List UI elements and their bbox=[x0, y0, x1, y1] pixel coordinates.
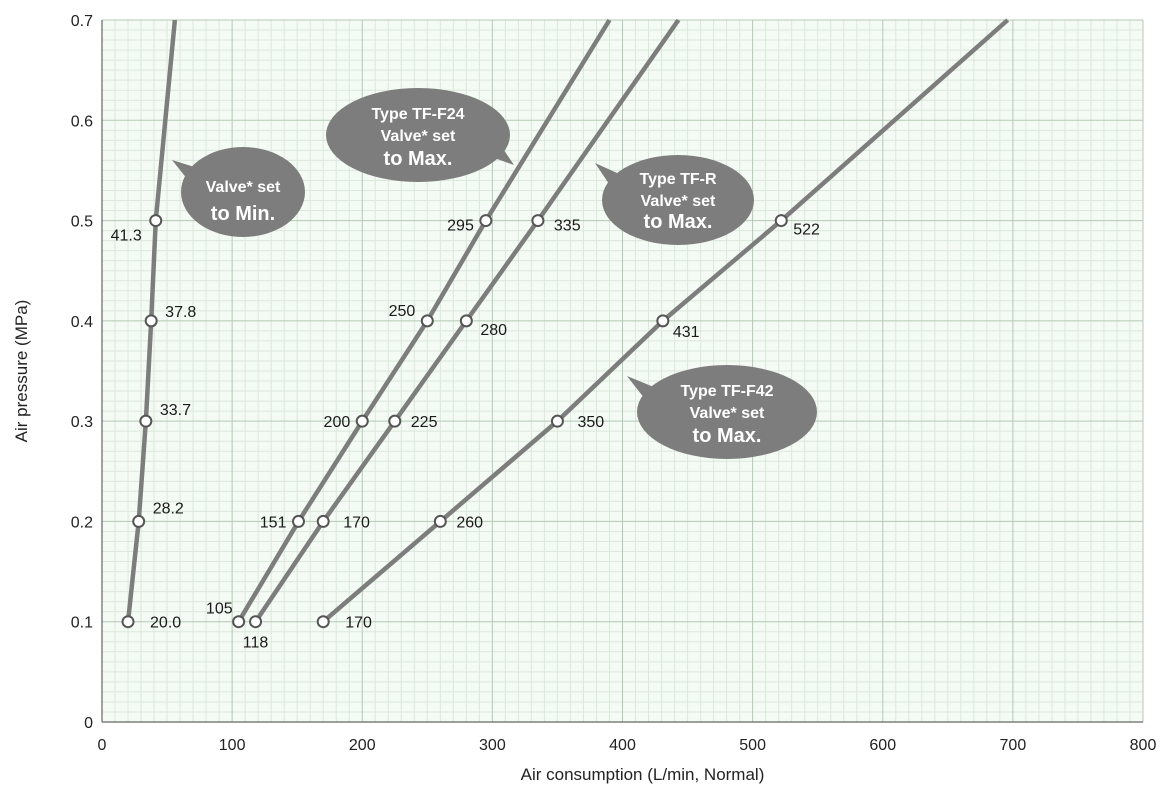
callout-text: Valve* set bbox=[641, 193, 716, 210]
data-label: 170 bbox=[343, 514, 370, 531]
y-tick-label: 0.5 bbox=[71, 214, 93, 231]
data-point bbox=[774, 214, 788, 228]
x-axis-tick-labels: 0 100 200 300 400 500 600 700 800 bbox=[98, 737, 1157, 754]
x-tick-label: 200 bbox=[349, 737, 376, 754]
callout-bubble bbox=[602, 155, 754, 245]
data-point bbox=[316, 514, 330, 528]
data-point bbox=[232, 615, 246, 629]
data-point bbox=[121, 615, 135, 629]
callout-text: to Min. bbox=[211, 203, 275, 225]
data-point bbox=[355, 414, 369, 428]
callout-text: to Max. bbox=[693, 425, 762, 447]
callout-text: Valve* set bbox=[690, 405, 765, 422]
data-label: 33.7 bbox=[160, 402, 191, 419]
data-label: 350 bbox=[577, 414, 604, 431]
data-point bbox=[388, 414, 402, 428]
data-label: 280 bbox=[480, 322, 507, 339]
data-label: 28.2 bbox=[153, 500, 184, 517]
data-label: 170 bbox=[345, 615, 372, 632]
data-label: 225 bbox=[411, 414, 438, 431]
data-label: 335 bbox=[554, 218, 581, 235]
data-label: 118 bbox=[243, 635, 269, 652]
data-point bbox=[144, 314, 158, 328]
data-point bbox=[291, 514, 305, 528]
data-point bbox=[479, 214, 493, 228]
callout-bubble bbox=[181, 147, 305, 237]
x-tick-label: 0 bbox=[98, 737, 107, 754]
data-point bbox=[550, 414, 564, 428]
data-point bbox=[531, 214, 545, 228]
series-line bbox=[236, 18, 612, 623]
callout-text: to Max. bbox=[384, 148, 453, 170]
callout-pointer bbox=[627, 376, 663, 407]
series-line bbox=[321, 18, 1010, 624]
axes bbox=[101, 20, 1143, 723]
data-point bbox=[132, 514, 146, 528]
data-points bbox=[121, 214, 788, 629]
data-point bbox=[139, 414, 153, 428]
callout-text: Type TF-F24 bbox=[371, 106, 464, 123]
data-label: 37.8 bbox=[165, 304, 196, 321]
data-point bbox=[656, 314, 670, 328]
callout-text: Valve* set bbox=[206, 179, 281, 196]
callout-bubble bbox=[326, 88, 510, 182]
callout-pointer bbox=[485, 138, 514, 165]
x-axis-label: Air consumption (L/min, Normal) bbox=[521, 765, 765, 784]
data-label: 260 bbox=[456, 514, 483, 531]
data-label: 41.3 bbox=[111, 228, 142, 245]
data-point bbox=[316, 615, 330, 629]
y-tick-label: 0.3 bbox=[71, 414, 93, 431]
y-tick-label: 0.6 bbox=[71, 113, 93, 130]
data-label: 200 bbox=[324, 414, 351, 431]
x-tick-label: 400 bbox=[609, 737, 636, 754]
series-line bbox=[125, 19, 178, 622]
data-point bbox=[420, 314, 434, 328]
y-tick-label: 0 bbox=[84, 715, 93, 732]
callout-text: Valve* set bbox=[381, 128, 456, 145]
major-gridlines bbox=[102, 19, 1144, 722]
data-label: 295 bbox=[447, 218, 474, 235]
y-tick-label: 0.2 bbox=[71, 514, 93, 531]
y-tick-label: 0.1 bbox=[71, 615, 93, 632]
y-axis-tick-labels: 0 0.1 0.2 0.3 0.4 0.5 0.6 0.7 bbox=[71, 13, 93, 732]
data-label: 250 bbox=[389, 303, 416, 320]
data-point bbox=[149, 214, 163, 228]
x-tick-label: 100 bbox=[219, 737, 246, 754]
data-label: 522 bbox=[793, 222, 820, 239]
data-point bbox=[433, 514, 447, 528]
callout-bubble bbox=[637, 365, 817, 459]
data-point bbox=[249, 615, 263, 629]
x-tick-label: 600 bbox=[869, 737, 896, 754]
x-tick-label: 800 bbox=[1130, 737, 1157, 754]
callout-pointer bbox=[595, 163, 627, 193]
series-lines bbox=[125, 18, 1010, 624]
y-tick-label: 0.7 bbox=[71, 13, 93, 30]
data-label: 431 bbox=[673, 324, 700, 341]
callout-text: Type TF-F42 bbox=[680, 383, 773, 400]
callout-text: to Max. bbox=[644, 211, 713, 233]
x-tick-label: 300 bbox=[479, 737, 506, 754]
series-line bbox=[253, 18, 681, 623]
callout-pointer bbox=[172, 160, 201, 185]
x-tick-label: 700 bbox=[1000, 737, 1027, 754]
y-tick-label: 0.4 bbox=[71, 314, 93, 331]
data-label: 105 bbox=[206, 601, 233, 618]
data-point bbox=[459, 314, 473, 328]
data-label: 151 bbox=[260, 514, 287, 531]
callout-text: Type TF-R bbox=[639, 171, 716, 188]
point-labels: 20.0 28.2 33.7 37.8 41.3 105 151 200 250 295 118 17… bbox=[111, 218, 820, 652]
x-tick-label: 500 bbox=[739, 737, 766, 754]
y-axis-label: Air pressure (MPa) bbox=[12, 300, 31, 443]
data-label: 20.0 bbox=[150, 615, 181, 632]
